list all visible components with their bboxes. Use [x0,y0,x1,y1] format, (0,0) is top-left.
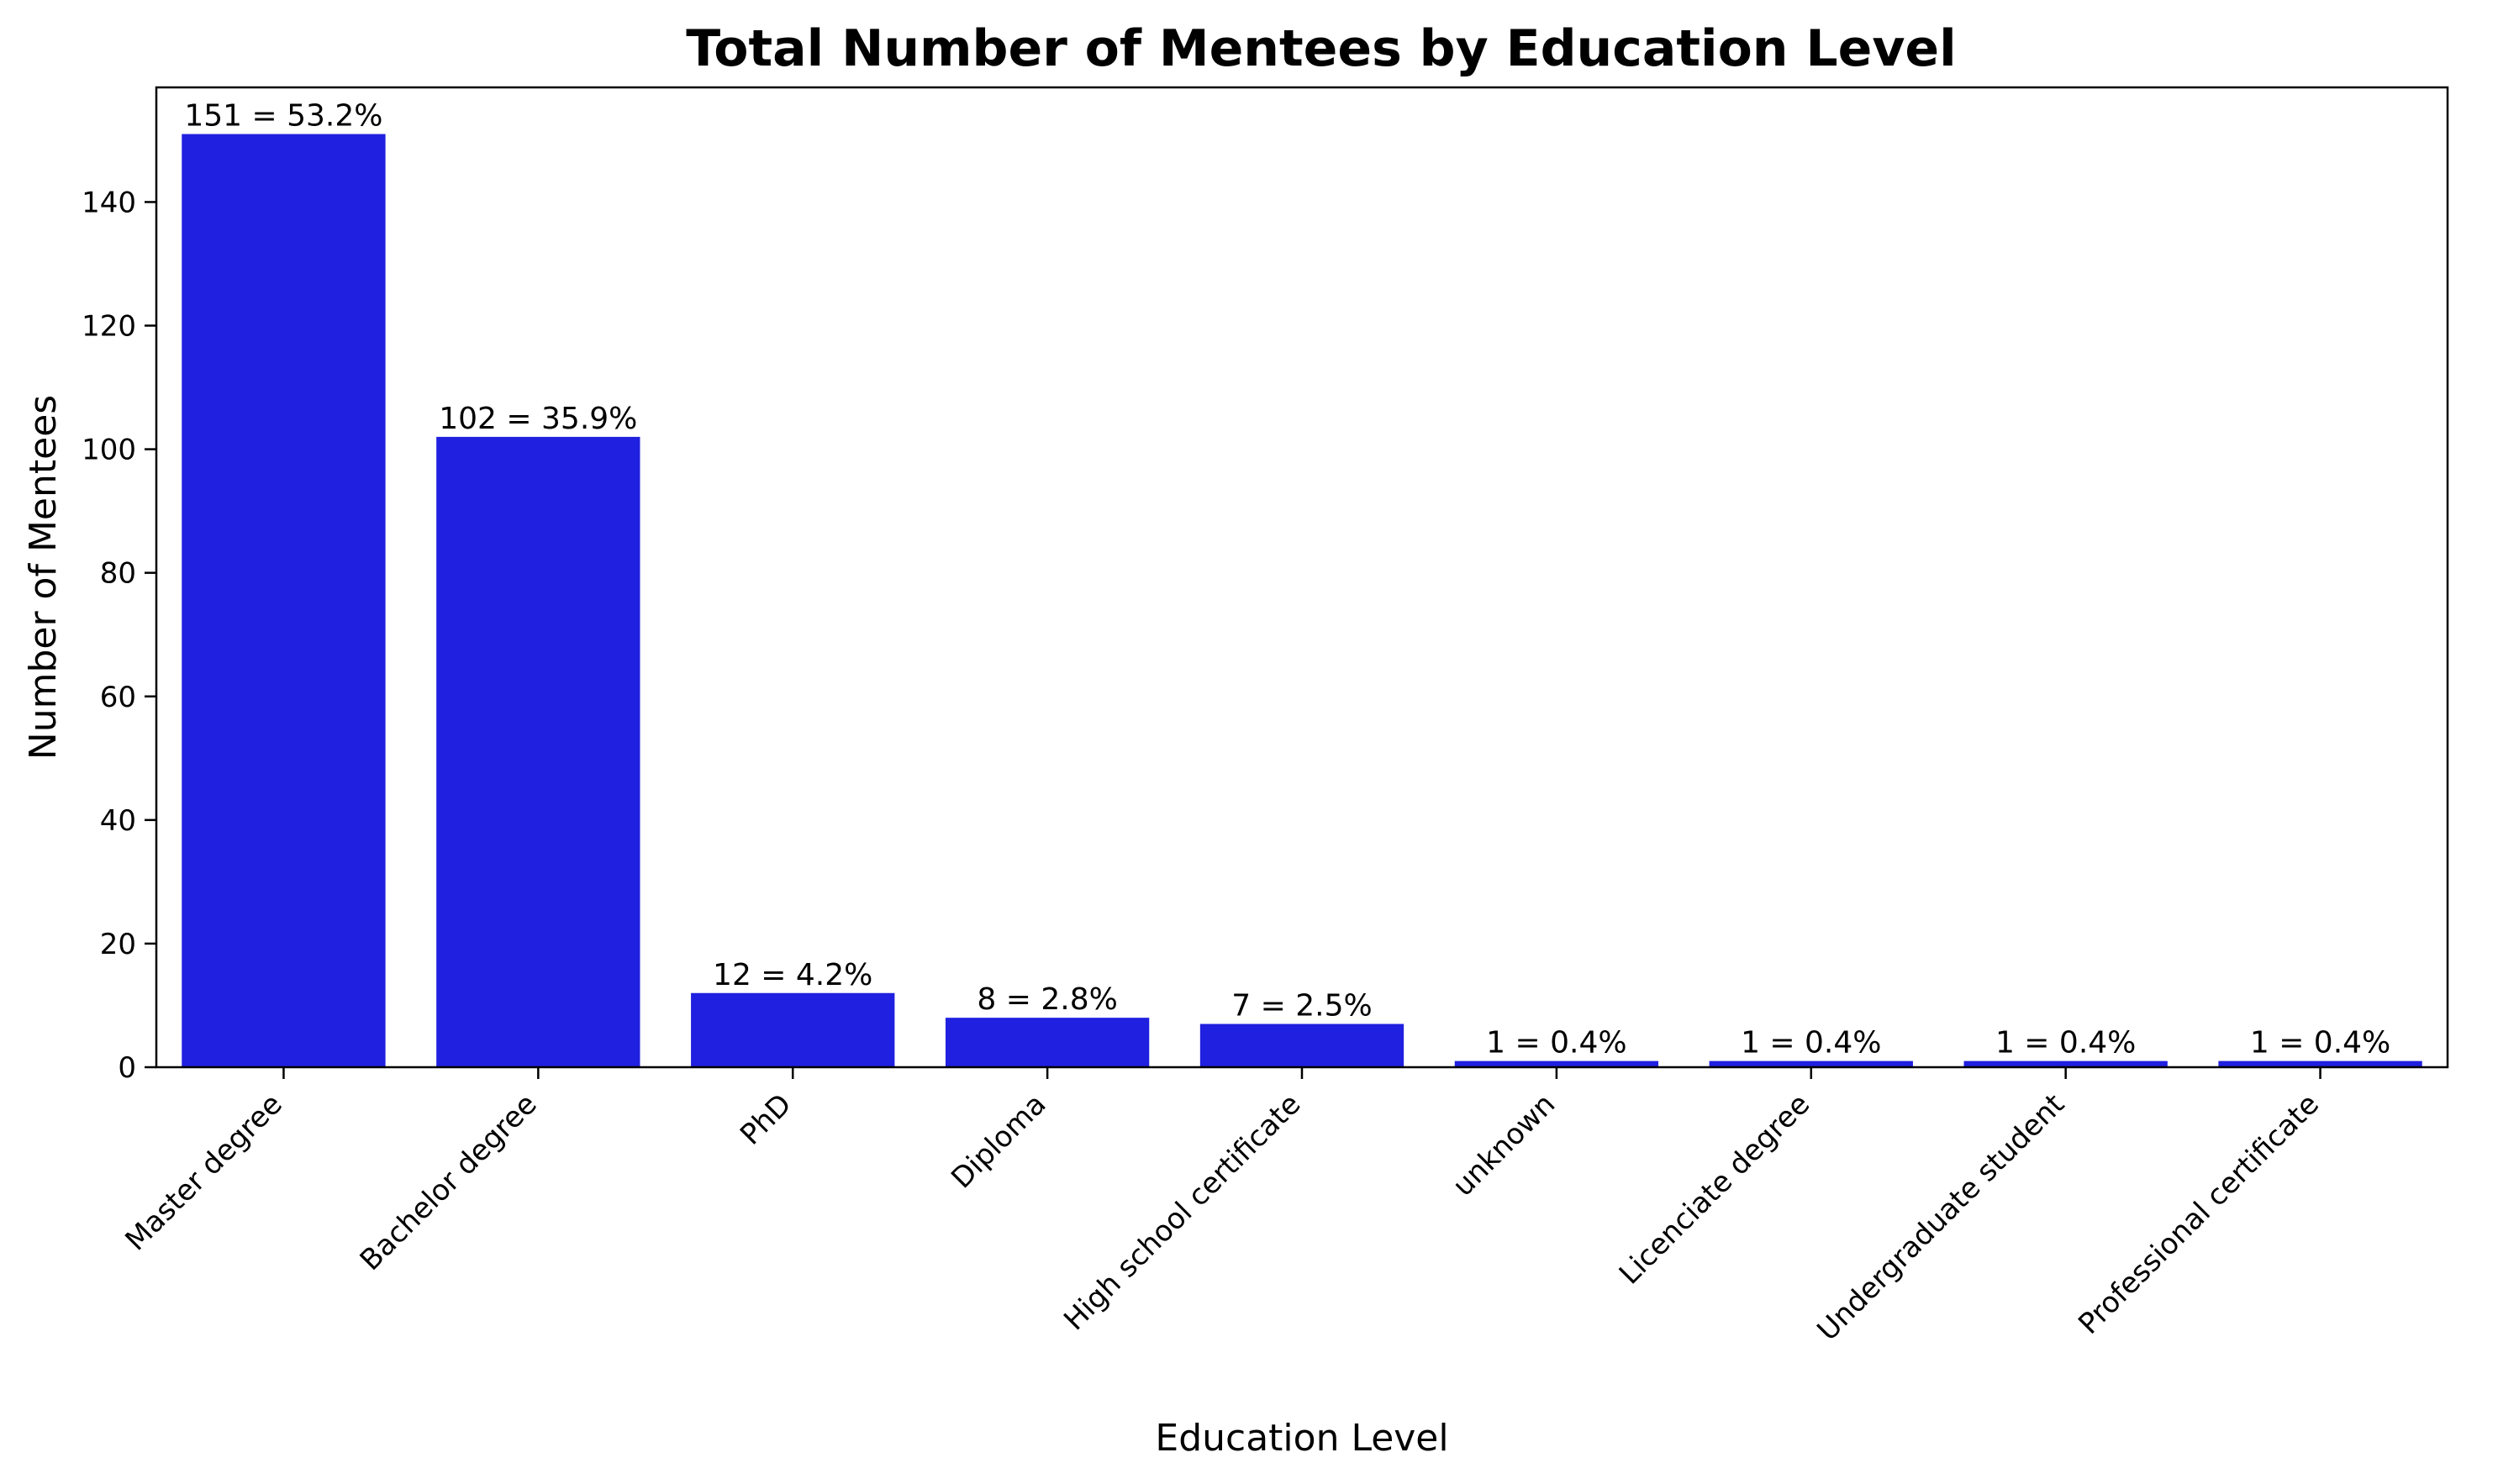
y-tick-label: 0 [118,1051,136,1085]
y-axis-title: Number of Mentees [22,395,65,760]
bar [182,134,386,1067]
plot-frame [155,86,2449,1069]
y-tick-label: 140 [82,186,136,219]
data-label: 1 = 0.4% [1486,1026,1626,1060]
bar [945,1018,1150,1067]
x-tick-label: Undergraduate student [1811,1087,2072,1348]
data-label: 1 = 0.4% [1741,1026,1881,1060]
x-tick-label: Licenciate degree [1613,1087,1816,1291]
x-tick-label: PhD [734,1087,798,1152]
x-tick-label: Bachelor degree [354,1087,544,1277]
y-tick-label: 60 [100,681,136,714]
bars [182,134,2422,1067]
y-tick-label: 100 [82,434,136,467]
data-label: 1 = 0.4% [2250,1026,2390,1060]
bar [1454,1060,1659,1067]
bar [1963,1060,2168,1067]
x-tick-label: High school certificate [1057,1087,1307,1337]
data-label: 1 = 0.4% [1995,1026,2136,1060]
x-tick-label: Professional certificate [2072,1087,2326,1341]
chart-title: Total Number of Mentees by Education Lev… [686,19,1956,78]
x-axis: Master degree Bachelor degree PhD Diploma Hi… [119,1067,2326,1348]
data-label: 12 = 4.2% [713,958,872,992]
bar [1709,1060,1913,1067]
y-tick-label: 40 [100,804,136,838]
data-label: 7 = 2.5% [1231,989,1372,1024]
x-tick-label: unknown [1447,1087,1563,1203]
data-labels: 151 = 53.2% 102 = 35.9% 12 = 4.2% 8 = 2.8% 7… [184,99,2390,1060]
y-axis: 0 20 40 60 80 100 120 140 [82,186,156,1085]
bar [691,992,895,1067]
data-label: 8 = 2.8% [977,982,1117,1017]
bar [2218,1060,2422,1067]
y-tick-label: 20 [100,928,136,961]
bar [1199,1024,1404,1067]
x-tick-label: Diploma [945,1087,1052,1195]
y-tick-label: 120 [82,310,136,344]
data-label: 102 = 35.9% [439,402,637,436]
x-axis-title: Education Level [1155,1417,1448,1460]
data-label: 151 = 53.2% [184,99,382,134]
bar [436,436,640,1067]
x-tick-label: Master degree [119,1087,289,1257]
y-tick-label: 80 [100,557,136,591]
